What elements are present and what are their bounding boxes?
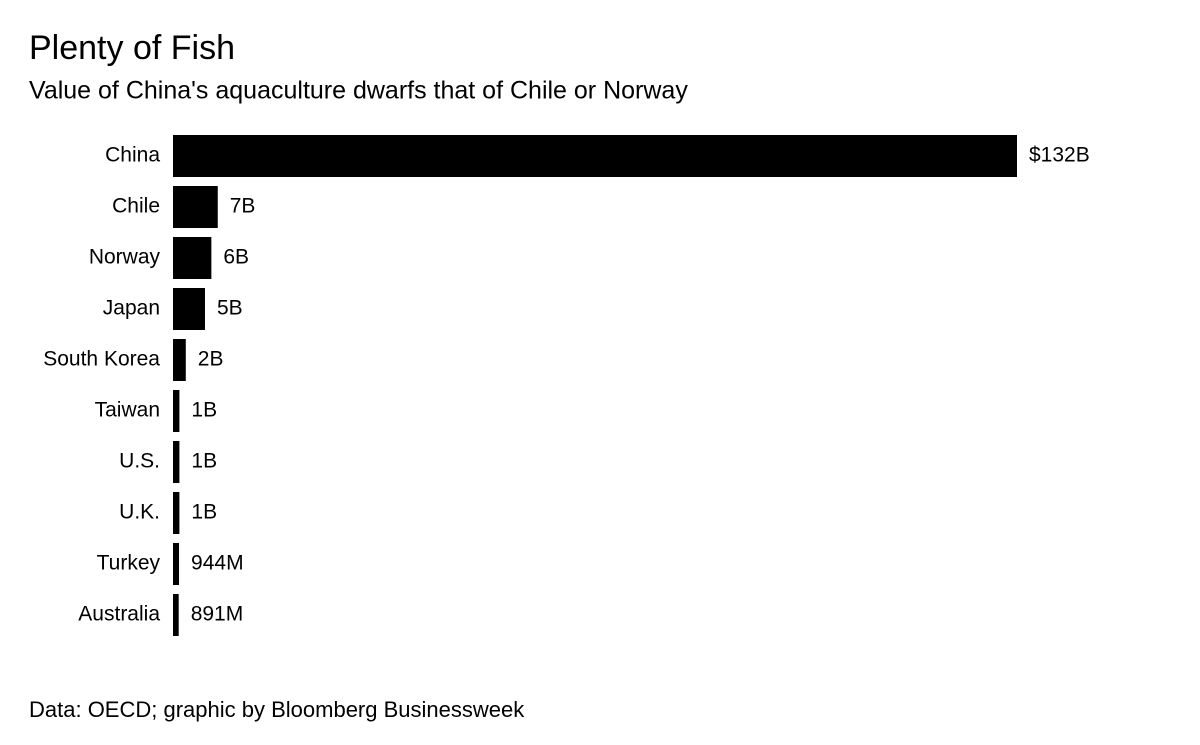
value-label: 1B bbox=[191, 399, 217, 422]
category-label: Turkey bbox=[97, 552, 161, 575]
bar bbox=[173, 186, 218, 228]
value-label: 1B bbox=[191, 501, 217, 524]
bar bbox=[173, 237, 212, 279]
bar bbox=[173, 288, 205, 330]
category-label: Norway bbox=[89, 246, 161, 269]
chart-title: Plenty of Fish bbox=[29, 29, 235, 67]
bar bbox=[173, 135, 1017, 177]
category-label: Australia bbox=[78, 603, 160, 626]
value-label: 2B bbox=[198, 348, 224, 371]
value-label: 1B bbox=[191, 450, 217, 473]
source-note: Data: OECD; graphic by Bloomberg Busines… bbox=[29, 697, 525, 722]
category-label: Japan bbox=[103, 297, 160, 320]
category-label: China bbox=[105, 144, 160, 167]
value-label: 7B bbox=[230, 195, 256, 218]
category-label: South Korea bbox=[43, 348, 160, 371]
category-label: U.K. bbox=[119, 501, 160, 524]
bar bbox=[173, 543, 180, 585]
category-label: U.S. bbox=[119, 450, 160, 473]
value-label: 5B bbox=[217, 297, 243, 320]
bar bbox=[173, 594, 179, 636]
value-label: 944M bbox=[191, 552, 244, 575]
value-label: 891M bbox=[191, 603, 244, 626]
category-label: Chile bbox=[112, 195, 160, 218]
chart-subtitle: Value of China's aquaculture dwarfs that… bbox=[29, 77, 688, 105]
bar bbox=[173, 441, 180, 483]
value-label: 6B bbox=[223, 246, 249, 269]
bar bbox=[173, 339, 186, 381]
category-label: Taiwan bbox=[95, 399, 160, 422]
bar bbox=[173, 492, 180, 534]
value-label: $132B bbox=[1029, 144, 1090, 167]
bar bbox=[173, 390, 180, 432]
